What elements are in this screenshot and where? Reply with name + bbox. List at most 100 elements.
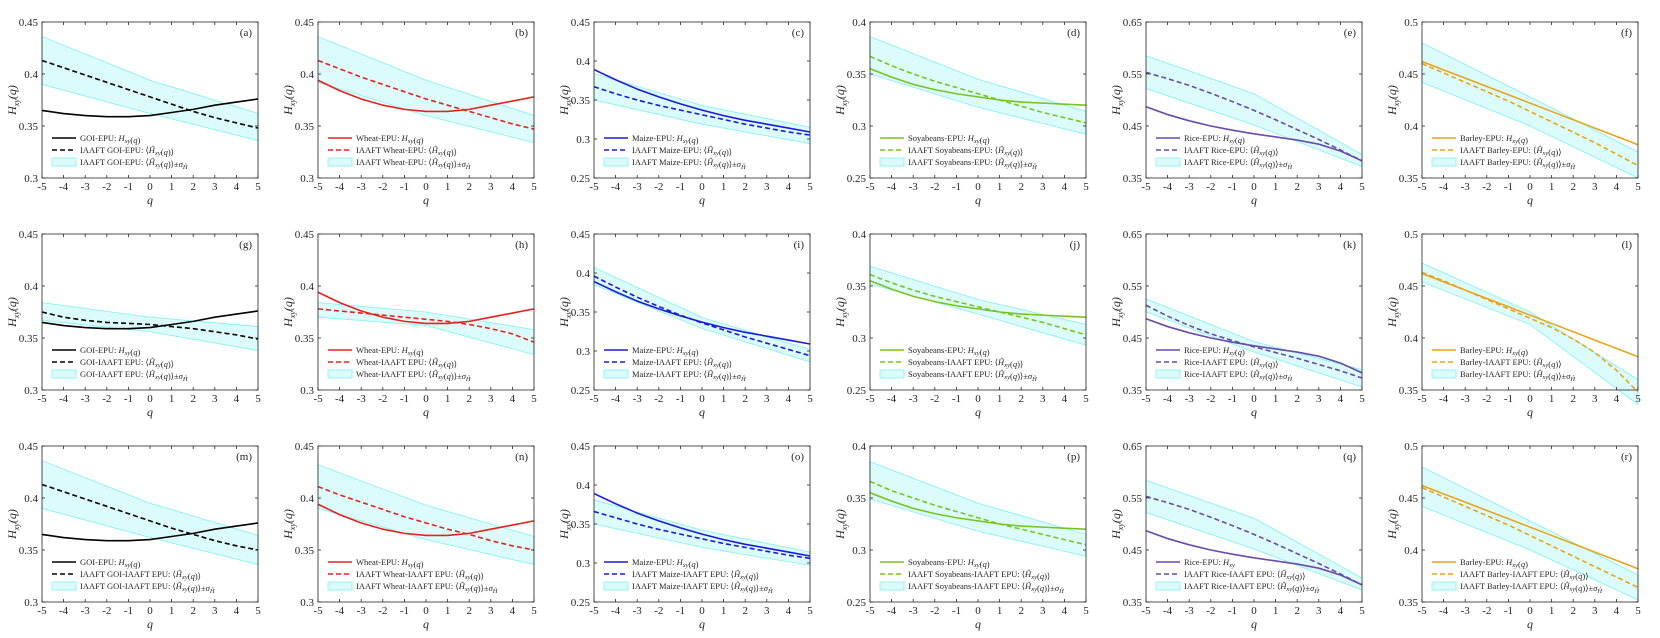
legend-swatch-band [879,581,905,591]
legend-entry: IAAFT Barley-IAAFT EPU: ⟨Ĥxy(q)⟩±σĤ [1460,581,1602,595]
legend-entry: IAAFT Barley-EPU: ⟨Ĥxy(q)⟩±σĤ [1460,157,1575,171]
sigma-band [869,265,1087,346]
y-tick-label: 0.55 [1123,493,1143,505]
x-tick-label: -2 [102,393,111,405]
hxy-line [1145,530,1363,586]
x-tick-label: 1 [997,181,1003,193]
x-tick-label: 5 [1083,605,1089,617]
legend-entry: GOI-EPU: Hxy(q) [80,345,141,357]
legend-entry: IAAFT Wheat-EPU: ⟨Ĥxy(q)⟩ [356,145,457,157]
x-tick-label: -4 [59,393,69,405]
x-tick-label: 4 [1614,393,1620,405]
x-tick-label: -2 [930,605,939,617]
y-tick-label: 0.65 [1123,229,1143,241]
x-tick-label: -2 [102,181,111,193]
x-tick-label: -1 [1504,181,1513,193]
x-tick-label: 3 [1592,181,1598,193]
y-axis-label: Hxy(q) [1385,509,1401,540]
x-tick-label: 5 [807,181,813,193]
x-tick-label: 0 [1251,181,1257,193]
y-tick-label: 0.4 [852,441,866,453]
hxy-line [593,280,811,345]
x-tick-label: 0 [699,605,705,617]
legend: Wheat-EPU: Hxy(q)Wheat-IAAFT EPU: ⟨Ĥxy(q… [327,345,471,383]
x-tick-label: 0 [1251,605,1257,617]
x-axis-label: q [147,193,153,207]
x-tick-label: 2 [1018,605,1024,617]
x-tick-label: 4 [786,393,792,405]
x-axis-label: q [975,193,981,207]
y-tick-label: 0.4 [24,281,38,293]
x-tick-label: 5 [1635,181,1641,193]
legend-entry: Maize-EPU: Hxy(q) [632,557,699,569]
y-tick-label: 0.4 [1404,333,1418,345]
y-tick-label: 0.3 [24,385,38,397]
legend-entry: GOI-IAAFT EPU: ⟨Ĥxy(q)⟩±σĤ [80,369,188,383]
legend-entry: Maize-IAAFT EPU: ⟨Ĥxy(q)⟩ [632,357,732,369]
y-tick-label: 0.45 [1123,121,1143,133]
chart-svg-o: -5 -4 -3 -2 -1 0 1 2 3 4 5 0.25 0.3 0.35 0.4 0.45 q Hxy(q… [557,441,813,631]
x-tick-label: 2 [466,605,472,617]
x-tick-label: 5 [1635,393,1641,405]
y-tick-label: 0.3 [300,385,314,397]
y-tick-label: 0.4 [24,69,38,81]
panel-label: (m) [236,451,252,463]
chart-panel-d: -5 -4 -3 -2 -1 0 1 2 3 4 5 0.25 0.3 0.35 0.4 q Hxy(q) (d)… [828,0,1104,212]
y-tick-label: 0.5 [1404,441,1418,453]
x-tick-label: 4 [510,181,516,193]
chart-svg-e: -5 -4 -3 -2 -1 0 1 2 3 4 5 0.35 0.45 0.55 0.65 q Hxy(q) (… [1109,17,1365,207]
x-tick-label: -3 [909,605,919,617]
chart-panel-a: -5 -4 -3 -2 -1 0 1 2 3 4 5 0.3 0.35 0.4 0.45 q Hxy(q) (a)… [0,0,276,212]
x-tick-label: -4 [611,393,621,405]
iaaft-mean-line [869,273,1087,336]
y-tick-label: 0.4 [576,268,590,280]
x-tick-label: 5 [531,181,537,193]
y-tick-label: 0.4 [300,281,314,293]
x-tick-label: -4 [59,605,69,617]
y-axis-label: Hxy(q) [1109,85,1125,116]
x-tick-label: -2 [1206,181,1215,193]
x-tick-label: 1 [1549,393,1555,405]
x-tick-label: 1 [445,181,451,193]
y-tick-label: 0.45 [571,441,591,453]
legend-entry: Wheat-EPU: Hxy(q) [356,345,424,357]
x-tick-label: 5 [807,605,813,617]
chart-svg-h: -5 -4 -3 -2 -1 0 1 2 3 4 5 0.3 0.35 0.4 0.45 q Hxy(q) (h)… [281,229,537,419]
x-tick-label: 0 [699,181,705,193]
iaaft-mean-line [1145,495,1363,586]
panel-label: (e) [1344,27,1357,39]
panel-label: (g) [239,239,252,251]
x-tick-label: -4 [335,181,345,193]
y-tick-label: 0.35 [295,545,315,557]
sigma-band [1421,262,1639,406]
legend-entry: IAAFT Maize-IAAFT EPU: ⟨Ĥxy(q)⟩±σĤ [632,581,773,595]
iaaft-mean-line [41,483,259,551]
x-axis-label: q [975,617,981,631]
legend-swatch-band [1431,581,1457,591]
legend-entry: IAAFT Soyabeans-IAAFT EPU: ⟨Ĥxy(q)⟩±σĤ [908,581,1064,595]
y-axis-label: Hxy(q) [5,509,21,540]
chart-svg-b: -5 -4 -3 -2 -1 0 1 2 3 4 5 0.3 0.35 0.4 0.45 q Hxy(q) (b)… [281,17,537,207]
legend-entry: IAAFT GOI-IAAFT EPU: ⟨Ĥxy(q)⟩ [80,569,201,581]
y-tick-label: 0.5 [1404,229,1418,241]
chart-panel-i: -5 -4 -3 -2 -1 0 1 2 3 4 5 0.25 0.3 0.35 0.4 0.45 q Hxy(q… [552,212,828,424]
x-tick-label: -4 [1439,181,1449,193]
legend-swatch-band [327,581,353,591]
y-tick-label: 0.35 [19,333,39,345]
x-tick-label: -1 [400,393,409,405]
x-tick-label: 0 [975,393,981,405]
sigma-band [317,464,535,566]
x-tick-label: -4 [1163,605,1173,617]
x-tick-label: -5 [313,393,323,405]
chart-svg-g: -5 -4 -3 -2 -1 0 1 2 3 4 5 0.3 0.35 0.4 0.45 q Hxy(q) (g)… [5,229,261,419]
legend-entry: IAAFT Wheat-IAAFT EPU: ⟨Ĥxy(q)⟩ [356,569,484,581]
x-tick-label: 0 [1251,393,1257,405]
x-tick-label: -1 [676,605,685,617]
x-axis-label: q [975,405,981,419]
y-axis-label: Hxy(q) [833,509,849,540]
x-tick-label: 5 [255,181,261,193]
legend-entry: Soyabeans-IAAFT EPU: ⟨Ĥxy(q)⟩±σĤ [908,369,1037,383]
x-tick-label: 5 [531,605,537,617]
legend-entry: IAAFT GOI-EPU: ⟨Ĥxy(q)⟩±σĤ [80,157,188,171]
y-tick-label: 0.3 [24,597,38,609]
